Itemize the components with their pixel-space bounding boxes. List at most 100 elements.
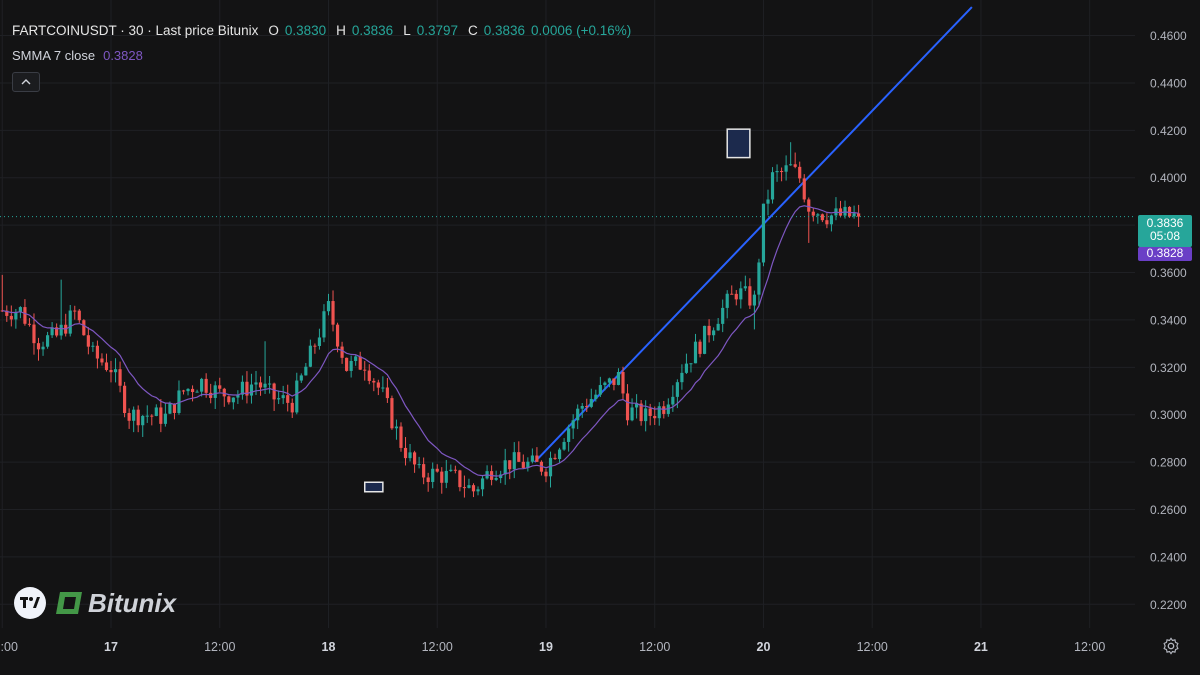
high-key: H [336, 23, 346, 38]
x-tick-label: 20 [757, 640, 771, 654]
candle-body [503, 460, 507, 475]
candle-body [417, 464, 421, 466]
candle-body [136, 409, 140, 426]
close-key: C [468, 23, 478, 38]
candle-body [770, 172, 775, 200]
candle-body [480, 478, 485, 490]
candle-body [607, 378, 611, 383]
candle-body [59, 324, 63, 336]
candle-body [440, 471, 444, 483]
candle-body [693, 341, 698, 364]
candle-body [100, 358, 104, 363]
candle-body [390, 398, 394, 429]
candle-body [811, 211, 815, 216]
candle-body [512, 452, 516, 470]
candle-body [476, 489, 480, 492]
candle-body [766, 199, 770, 204]
candle-body [820, 214, 824, 221]
candle-body [680, 372, 684, 383]
candle-body [5, 310, 9, 316]
candle-body [435, 468, 439, 472]
candle-body [263, 383, 267, 388]
brand-name: Bitunix [88, 587, 177, 618]
candle-body [639, 403, 643, 422]
candle-body [95, 345, 100, 359]
candle-body [816, 214, 820, 216]
candle-body [326, 301, 331, 312]
candle-body [123, 385, 127, 414]
indicator-value: 0.3828 [103, 48, 143, 63]
candle-body [249, 384, 254, 396]
candle-body [544, 471, 548, 477]
candle-body [272, 383, 276, 400]
candle-body [807, 199, 811, 212]
candle-body [258, 382, 263, 388]
y-tick-label: 0.2600 [1150, 503, 1187, 517]
candle-body [163, 413, 167, 424]
candle-body [154, 407, 158, 416]
candle-body [422, 464, 426, 478]
candle-body [802, 178, 806, 200]
collapse-legend-button[interactable] [12, 72, 40, 92]
candle-body [36, 343, 41, 350]
candle-body [716, 323, 720, 331]
x-tick-label: 12:00 [639, 640, 670, 654]
candle-body [181, 390, 186, 392]
bitunix-mark-icon [56, 592, 82, 614]
candle-body [385, 387, 389, 399]
candle-body [576, 408, 580, 421]
candle-body [213, 385, 217, 398]
smma-line [2, 205, 859, 477]
candle-body [168, 403, 172, 414]
zone-rectangle [363, 481, 384, 493]
candle-body [299, 375, 303, 381]
candle-body [553, 457, 557, 460]
candle-body [707, 325, 711, 336]
candle-body [55, 327, 59, 336]
indicator-legend[interactable]: SMMA 7 close 0.3828 [12, 48, 143, 63]
symbol-legend: FARTCOINUSDT · 30 · Last price Bitunix O… [12, 23, 631, 38]
gear-icon[interactable] [1162, 637, 1180, 655]
candle-body [603, 382, 607, 386]
candle-body [32, 324, 36, 344]
candle-body [372, 380, 376, 383]
candle-body [132, 409, 136, 421]
candle-body [426, 477, 430, 482]
candle-body [190, 388, 195, 393]
y-tick-label: 0.2200 [1150, 598, 1187, 612]
candle-body [852, 213, 856, 217]
y-tick-label: 0.2800 [1150, 456, 1187, 470]
candle-body [381, 387, 385, 389]
candle-body [23, 307, 27, 324]
candle-body [675, 382, 679, 397]
candle-body [335, 324, 340, 347]
candle-body [304, 366, 308, 376]
candle-body [752, 294, 756, 306]
candle-body [177, 390, 181, 413]
candle-body [27, 323, 32, 325]
candle-body [286, 395, 290, 403]
candle-body [431, 468, 435, 482]
candle-body [562, 441, 566, 450]
candle-body [843, 206, 847, 216]
last-price-value: 0.3836 [1146, 216, 1184, 230]
candle-body [268, 383, 272, 385]
candle-body [77, 310, 81, 321]
y-tick-label: 0.2400 [1150, 550, 1187, 564]
trendline [533, 6, 973, 463]
candle-body [408, 452, 412, 459]
tradingview-logo-icon [14, 587, 46, 619]
x-tick-label: 12:00 [422, 640, 453, 654]
x-tick-label: 12:00 [857, 640, 888, 654]
candle-body [571, 420, 575, 429]
candle-body [734, 293, 738, 300]
x-tick-label: 17 [104, 640, 118, 654]
candle-body [73, 310, 77, 312]
candle-body [41, 346, 45, 350]
candle-body [308, 345, 312, 367]
candle-body [354, 356, 358, 361]
candle-body [363, 369, 367, 371]
candle-body [739, 288, 743, 300]
candle-body [548, 457, 553, 477]
